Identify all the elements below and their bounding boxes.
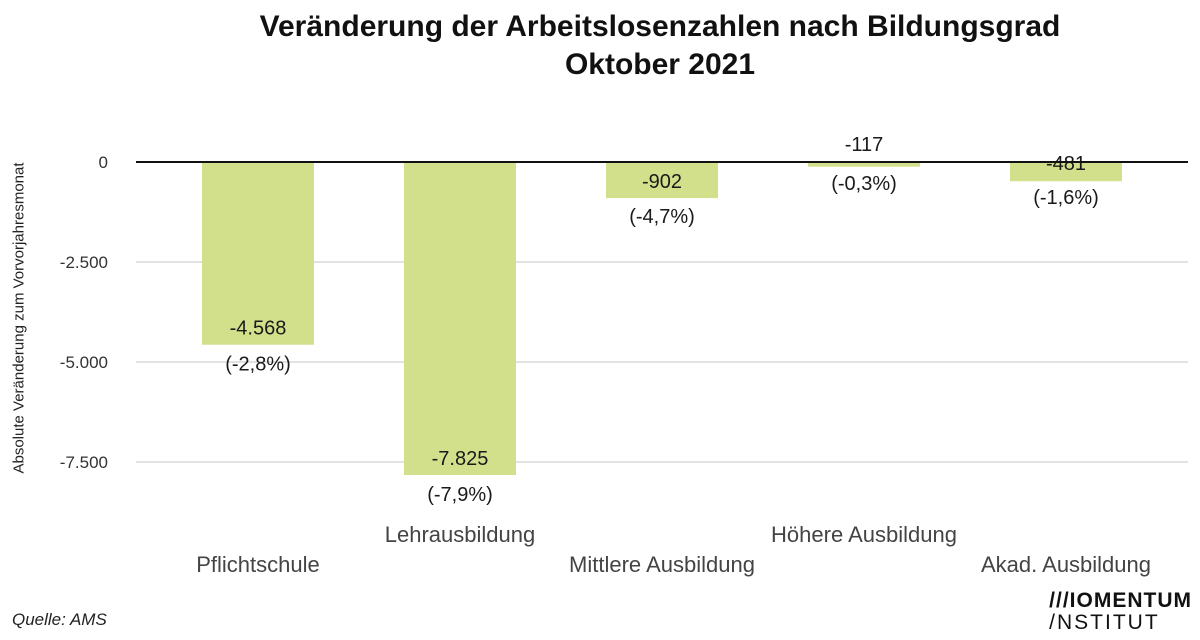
bar: [606, 162, 718, 199]
bar-percent-label: (-7,9%): [427, 484, 493, 506]
chart-title: Veränderung der Arbeitslosenzahlen nach …: [0, 8, 1200, 84]
x-category-label: Lehrausbildung: [385, 522, 535, 547]
y-tick-label: -5.000: [60, 353, 108, 372]
bar-value-label: -4.568: [230, 318, 287, 340]
bar-percent-label: (-4,7%): [629, 206, 695, 228]
x-category-label: Mittlere Ausbildung: [569, 552, 755, 577]
y-tick-label: -7.500: [60, 453, 108, 472]
momentum-institut-logo: ///IOMENTUM /NSTITUT: [1049, 590, 1192, 634]
x-category-label: Pflichtschule: [196, 552, 320, 577]
bar: [202, 162, 314, 345]
chart-title-line2: Oktober 2021: [564, 48, 756, 81]
logo-line2: /NSTITUT: [1049, 611, 1160, 634]
logo-line1: ///IOMENTUM: [1049, 589, 1192, 612]
bar: [808, 162, 920, 167]
y-tick-label: 0: [99, 153, 108, 172]
bar: [1010, 162, 1122, 182]
bar-percent-label: (-2,8%): [225, 354, 291, 376]
bar-percent-label: (-0,3%): [831, 173, 897, 195]
bar-value-label: -117: [845, 134, 884, 156]
bar-value-label: -902: [642, 171, 682, 193]
bar: [404, 162, 516, 475]
source-note: Quelle: AMS: [12, 610, 107, 629]
bar-percent-label: (-1,6%): [1033, 187, 1099, 209]
bar-value-label: -481: [1046, 153, 1086, 175]
bar-value-label: -7.825: [432, 448, 489, 470]
x-category-label: Akad. Ausbildung: [981, 552, 1151, 577]
x-category-label: Höhere Ausbildung: [771, 522, 957, 547]
y-tick-label: -2.500: [60, 253, 108, 272]
chart-title-line1: Veränderung der Arbeitslosenzahlen nach …: [259, 10, 1061, 43]
